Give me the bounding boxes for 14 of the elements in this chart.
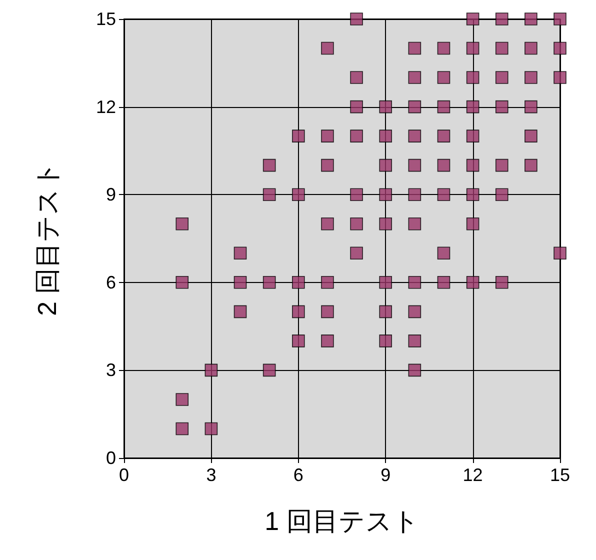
y-tick-label: 6 [106,272,116,292]
y-tick-label: 12 [96,96,116,117]
x-tick-label: 15 [550,465,570,485]
x-tick-label: 0 [118,465,130,485]
y-axis-title: 2 回目テスト [32,161,62,316]
x-tick-label: 3 [206,465,216,485]
y-tick-label: 9 [106,184,116,205]
x-tick-label: 12 [462,465,483,485]
y-tick-label: 15 [96,9,116,29]
x-tick-label: 9 [380,465,391,485]
y-tick-label: 3 [106,360,116,380]
x-tick-label: 6 [293,465,304,485]
x-axis-title: 1 回目テスト [264,506,420,536]
y-tick-label: 0 [106,448,116,468]
